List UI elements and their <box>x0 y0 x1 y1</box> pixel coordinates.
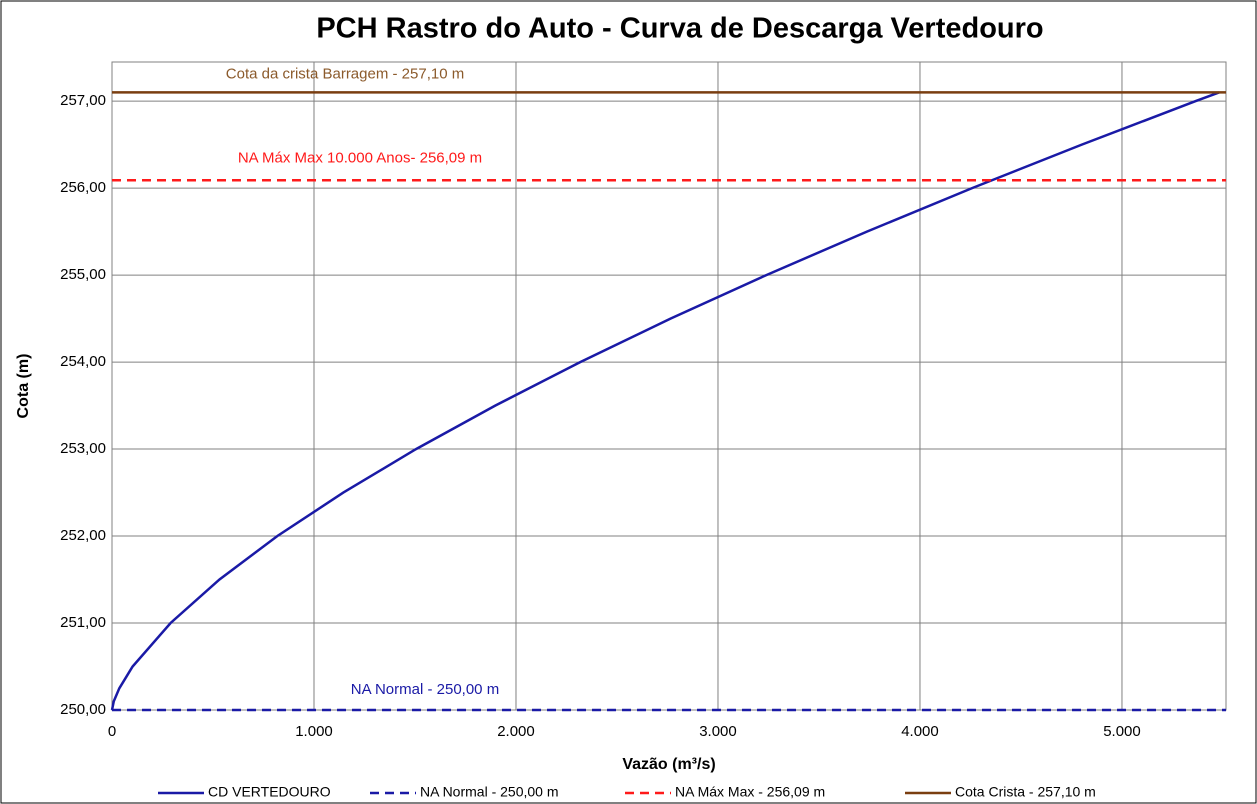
y-tick-label: 257,00 <box>60 92 106 109</box>
annotation: NA Máx Max 10.000 Anos- 256,09 m <box>238 149 482 166</box>
x-axis-label: Vazão (m³/s) <box>622 756 715 773</box>
legend-label: CD VERTEDOURO <box>208 784 331 800</box>
legend-label: NA Normal - 250,00 m <box>420 784 559 800</box>
y-tick-label: 256,00 <box>60 179 106 196</box>
legend-label: NA Máx Max - 256,09 m <box>675 784 825 800</box>
annotation: Cota da crista Barragem - 257,10 m <box>226 65 464 82</box>
y-tick-label: 254,00 <box>60 353 106 370</box>
y-tick-label: 255,00 <box>60 266 106 283</box>
y-tick-label: 253,00 <box>60 440 106 457</box>
x-tick-label: 0 <box>108 723 116 740</box>
chart-title: PCH Rastro do Auto - Curva de Descarga V… <box>316 13 1043 45</box>
x-tick-label: 3.000 <box>699 723 737 740</box>
x-tick-label: 5.000 <box>1103 723 1141 740</box>
annotation: NA Normal - 250,00 m <box>351 681 499 698</box>
x-tick-label: 2.000 <box>497 723 535 740</box>
y-axis-label: Cota (m) <box>15 354 32 419</box>
y-tick-label: 251,00 <box>60 614 106 631</box>
x-tick-label: 1.000 <box>295 723 333 740</box>
legend-label: Cota Crista - 257,10 m <box>955 784 1096 800</box>
y-tick-label: 250,00 <box>60 701 106 718</box>
x-tick-label: 4.000 <box>901 723 939 740</box>
y-tick-label: 252,00 <box>60 527 106 544</box>
